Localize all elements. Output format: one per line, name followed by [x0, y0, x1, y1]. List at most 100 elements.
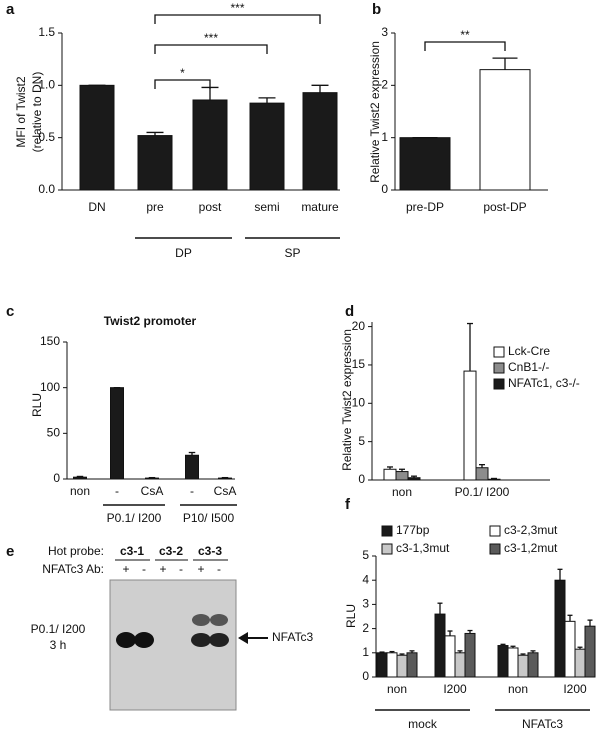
bar	[527, 652, 539, 678]
lane-label: +	[159, 562, 166, 576]
bar	[434, 613, 446, 678]
significance-bracket	[154, 79, 211, 89]
y-tick-label: 4	[362, 572, 369, 586]
chart-title: Twist2 promoter	[104, 314, 197, 328]
band-label: NFATc3	[272, 630, 313, 644]
x-tick-label: -	[115, 484, 119, 498]
row-label: NFATc3 Ab:	[42, 562, 104, 576]
y-tick-label: 1	[362, 645, 369, 659]
bar	[507, 647, 519, 678]
y-tick-label: 150	[40, 334, 60, 348]
bar	[487, 478, 501, 481]
x-tick-label: CsA	[141, 484, 164, 498]
legend-swatch	[381, 525, 393, 537]
y-tick-label: 0	[362, 669, 369, 683]
y-tick-label: 50	[47, 426, 61, 440]
panel-letter: c	[6, 303, 14, 320]
x-tick-label: pre-DP	[406, 200, 444, 214]
y-axis-label: Relative Twist2 expression	[368, 41, 382, 183]
bar	[399, 137, 451, 191]
x-tick-label: DN	[88, 200, 105, 214]
legend-swatch	[493, 378, 505, 390]
bar	[395, 471, 409, 481]
y-tick-label: 0	[358, 472, 365, 486]
row-label: Hot probe:	[48, 544, 104, 558]
x-tick-label: I200	[563, 682, 587, 696]
band	[191, 633, 211, 647]
bar	[185, 454, 199, 480]
y-tick-label: 1.0	[38, 78, 55, 92]
y-axis-label: Relative Twist2 expression	[340, 329, 354, 471]
y-tick-label: 1.5	[38, 25, 55, 39]
x-tick-label: non	[508, 682, 528, 696]
bar	[517, 654, 529, 678]
band	[210, 614, 228, 626]
legend-swatch	[493, 346, 505, 358]
bar	[479, 69, 531, 191]
x-tick-label: post-DP	[483, 200, 526, 214]
legend-swatch	[381, 543, 393, 555]
y-tick-label: 3	[362, 597, 369, 611]
panel-letter: d	[345, 303, 354, 320]
bar	[463, 370, 477, 481]
legend-swatch	[489, 543, 501, 555]
lane-label: c3-3	[198, 544, 222, 558]
x-tick-label: non	[387, 682, 407, 696]
legend-label: c3-1,2mut	[504, 541, 558, 555]
x-tick-label: semi	[254, 200, 279, 214]
y-axis-label: RLU	[344, 604, 358, 628]
bar	[79, 84, 115, 191]
significance-bracket	[154, 14, 321, 24]
gel-image	[109, 559, 268, 711]
legend-label: c3-2,3mut	[504, 523, 558, 537]
band	[134, 632, 154, 648]
y-axis-label: MFI of Twist2	[14, 76, 28, 147]
x-tick-label: mature	[301, 200, 339, 214]
condition-label: 3 h	[50, 638, 67, 652]
y-axis-label: RLU	[30, 393, 44, 417]
band	[209, 633, 229, 647]
bar	[407, 477, 421, 481]
x-tick-label: P0.1/ I200	[455, 485, 510, 499]
group-label: NFATc3	[522, 717, 563, 731]
bar	[406, 652, 418, 678]
condition-label: P0.1/ I200	[31, 622, 86, 636]
group-label: P0.1/ I200	[107, 511, 162, 525]
y-tick-label: 10	[352, 395, 366, 409]
x-tick-label: non	[70, 484, 90, 498]
bar	[464, 632, 476, 678]
significance-label: ***	[230, 1, 244, 15]
panel-letter: b	[372, 1, 381, 18]
significance-label: *	[180, 66, 185, 80]
bar	[376, 652, 388, 678]
bar	[584, 625, 596, 678]
arrow-head	[238, 632, 248, 644]
x-tick-label: non	[392, 485, 412, 499]
y-tick-label: 0.0	[38, 182, 55, 196]
bar	[564, 620, 576, 678]
x-tick-label: pre	[146, 200, 164, 214]
bar	[192, 99, 228, 191]
legend-label: 177bp	[396, 523, 430, 537]
x-tick-label: -	[190, 484, 194, 498]
bar	[475, 467, 489, 481]
x-tick-label: I200	[443, 682, 467, 696]
bar	[249, 102, 285, 191]
legend-label: Lck-Cre	[508, 344, 550, 358]
y-tick-label: 2	[381, 78, 388, 92]
significance-label: ***	[204, 31, 218, 45]
significance-bracket	[424, 41, 506, 51]
lane-label: c3-1	[120, 544, 144, 558]
y-tick-label: 1	[381, 130, 388, 144]
lane-label: -	[217, 562, 221, 576]
legend-label: CnB1-/-	[508, 360, 549, 374]
y-tick-label: 0	[381, 182, 388, 196]
y-tick-label: 0	[53, 471, 60, 485]
x-tick-label: CsA	[214, 484, 237, 498]
bar	[386, 652, 398, 678]
lane-label: c3-2	[159, 544, 183, 558]
legend-swatch	[493, 362, 505, 374]
y-tick-label: 5	[358, 434, 365, 448]
bar	[396, 654, 408, 678]
